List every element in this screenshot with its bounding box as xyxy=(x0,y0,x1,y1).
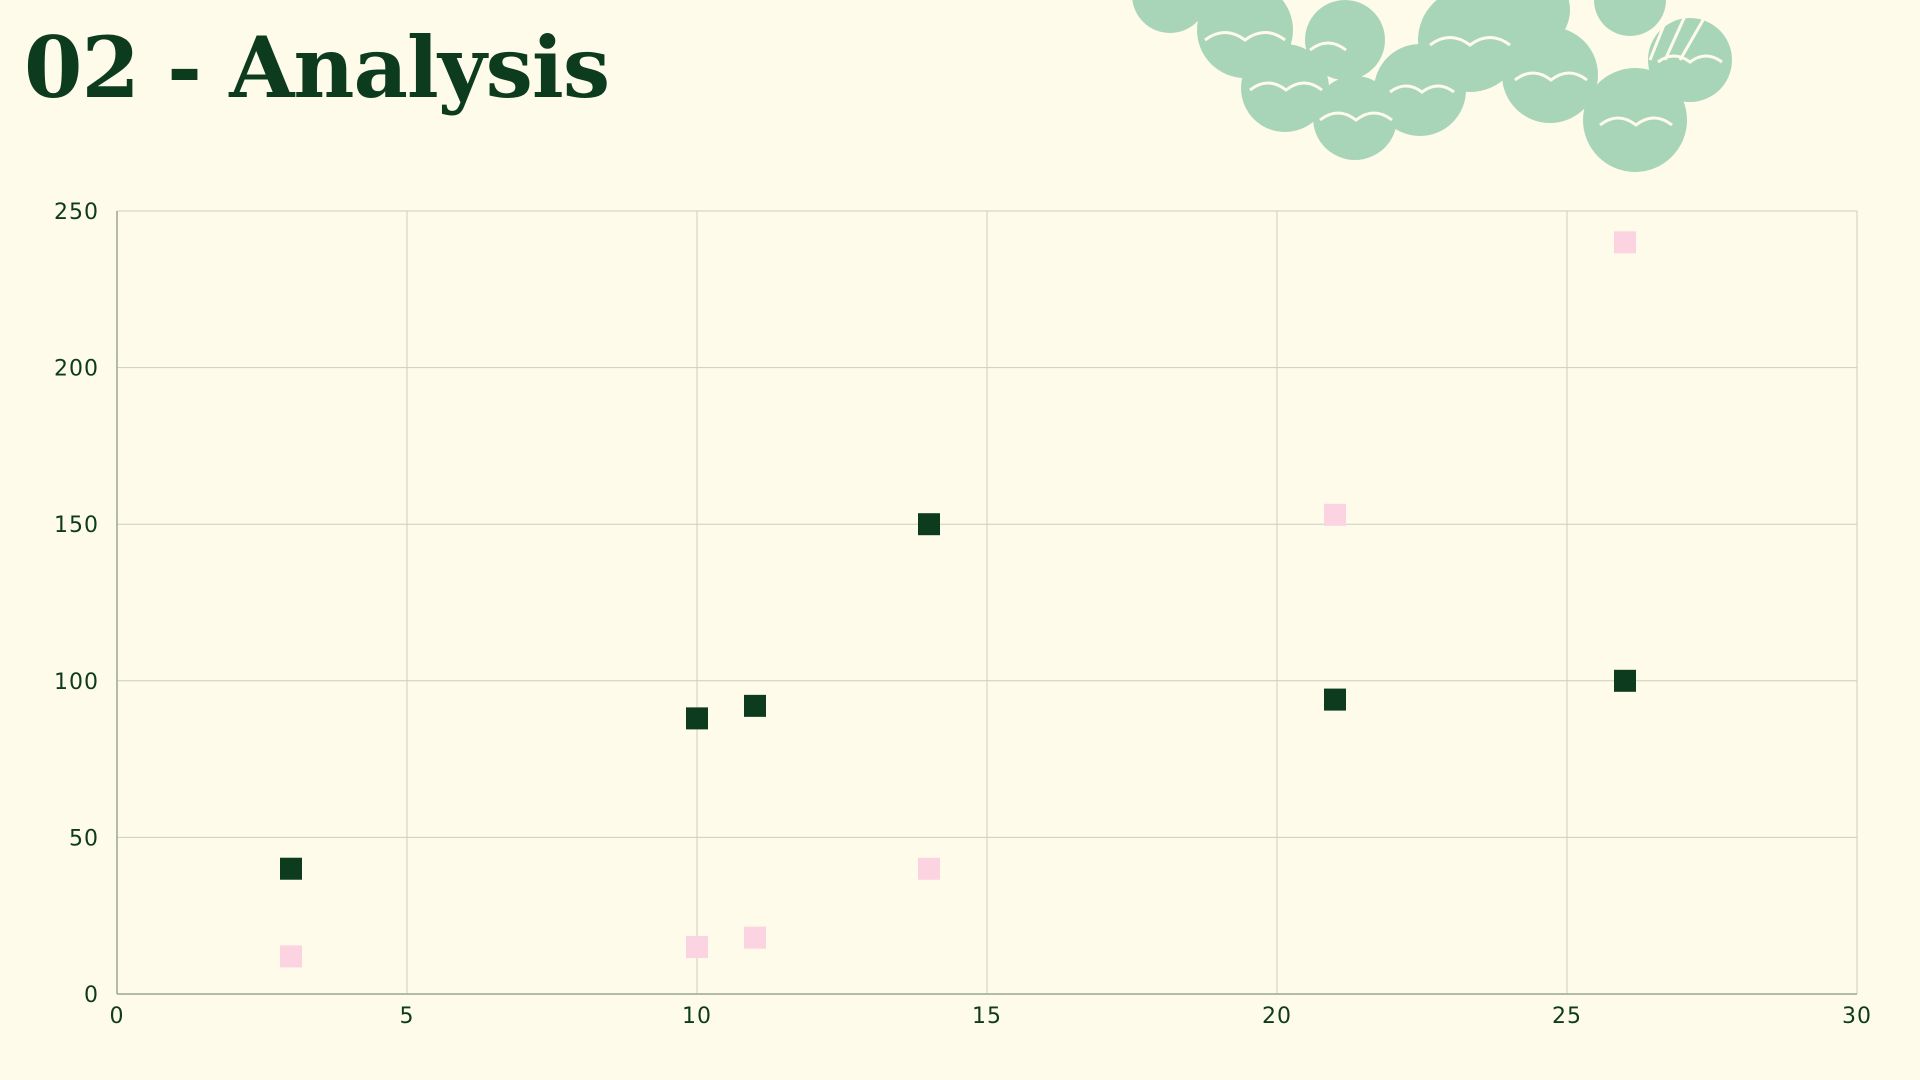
y-tick-label: 50 xyxy=(69,826,99,851)
data-point xyxy=(686,936,708,959)
y-tick-label: 100 xyxy=(54,670,99,695)
x-tick-label: 10 xyxy=(682,1004,712,1029)
data-point xyxy=(1324,688,1346,711)
x-tick-label: 15 xyxy=(972,1004,1002,1029)
y-tick-label: 200 xyxy=(54,357,99,382)
x-tick-label: 0 xyxy=(110,1004,125,1029)
data-point xyxy=(1614,231,1636,254)
data-point xyxy=(280,945,302,968)
cabbage-leaves-icon xyxy=(1132,0,1732,172)
data-point xyxy=(744,694,766,717)
chart-points xyxy=(280,231,1636,968)
y-tick-label: 150 xyxy=(54,513,99,538)
x-tick-label: 25 xyxy=(1552,1004,1582,1029)
series-2 xyxy=(280,231,1636,968)
data-point xyxy=(918,857,940,880)
data-point xyxy=(1614,669,1636,692)
y-tick-label: 250 xyxy=(54,200,99,225)
page-title: 02 - Analysis xyxy=(24,18,610,117)
data-point xyxy=(686,707,708,730)
data-point xyxy=(744,926,766,949)
y-tick-label: 0 xyxy=(84,983,99,1008)
data-point xyxy=(918,513,940,536)
data-point xyxy=(1324,503,1346,526)
x-tick-label: 30 xyxy=(1842,1004,1872,1029)
cabbage-leaf-veins xyxy=(1204,4,1723,127)
x-tick-label: 5 xyxy=(400,1004,415,1029)
data-point xyxy=(280,857,302,880)
x-tick-label: 20 xyxy=(1262,1004,1292,1029)
chart-axes xyxy=(116,211,1857,995)
y-axis-ticks: 0 50 100 150 200 250 xyxy=(54,200,99,1008)
chart-grid xyxy=(116,210,1858,995)
series-1 xyxy=(280,513,1636,880)
x-axis-ticks: 0 5 10 15 20 25 30 xyxy=(110,1004,1872,1029)
